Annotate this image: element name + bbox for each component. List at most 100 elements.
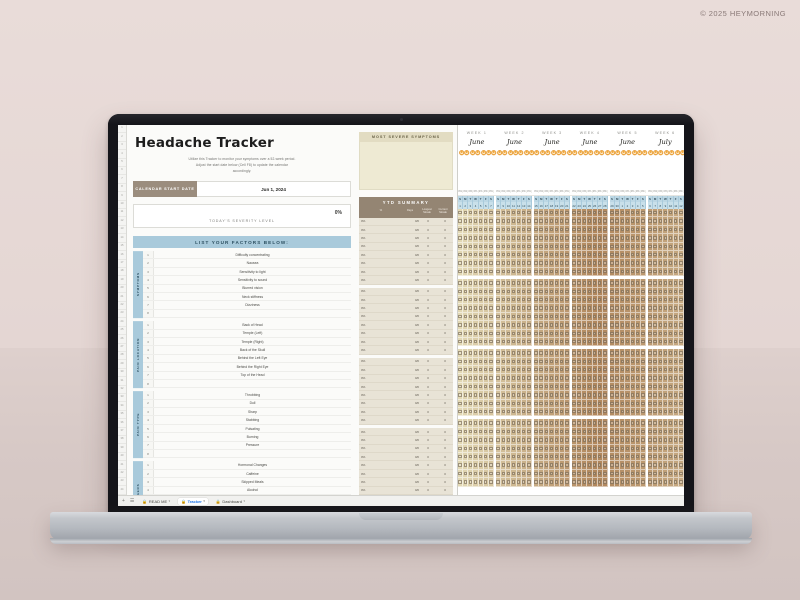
- grid-checkbox-cell[interactable]: [501, 267, 507, 277]
- checkbox-icon[interactable]: [648, 227, 652, 232]
- checkbox-icon[interactable]: [572, 339, 576, 344]
- grid-checkbox-cell[interactable]: [577, 209, 583, 218]
- checkbox-icon[interactable]: [620, 306, 624, 310]
- grid-checkbox-cell[interactable]: [478, 287, 484, 296]
- checkbox-icon[interactable]: [463, 410, 467, 414]
- checkbox-icon[interactable]: [658, 429, 662, 434]
- checkbox-icon[interactable]: [534, 331, 538, 335]
- checkbox-icon[interactable]: [506, 421, 511, 425]
- checkbox-icon[interactable]: [663, 306, 668, 310]
- checkbox-icon[interactable]: [506, 253, 511, 257]
- grid-checkbox-cell[interactable]: [640, 321, 646, 330]
- grid-checkbox-cell[interactable]: [549, 312, 555, 322]
- grid-checkbox-cell[interactable]: [544, 295, 550, 305]
- grid-checkbox-cell[interactable]: [635, 419, 641, 428]
- grid-checkbox-cell[interactable]: [521, 444, 527, 453]
- grid-checkbox-cell[interactable]: [602, 337, 608, 347]
- checkbox-icon[interactable]: [544, 410, 549, 414]
- checkbox-icon[interactable]: [478, 376, 483, 380]
- grid-checkbox-cell[interactable]: [539, 444, 545, 453]
- checkbox-icon[interactable]: [648, 455, 652, 459]
- grid-checkbox-cell[interactable]: [468, 209, 474, 218]
- checkbox-icon[interactable]: [458, 244, 462, 249]
- checkbox-icon[interactable]: [463, 306, 467, 310]
- grid-checkbox-cell[interactable]: [673, 478, 679, 487]
- checkbox-icon[interactable]: [610, 401, 614, 406]
- grid-checkbox-cell[interactable]: [539, 357, 545, 367]
- row-number[interactable]: 3: [118, 142, 126, 151]
- checkbox-icon[interactable]: [534, 269, 538, 274]
- grid-checkbox-cell[interactable]: [521, 391, 527, 400]
- grid-checkbox-cell[interactable]: [592, 295, 598, 305]
- checkbox-icon[interactable]: [582, 463, 586, 467]
- grid-checkbox-cell[interactable]: [501, 321, 507, 330]
- checkbox-icon[interactable]: [679, 306, 683, 310]
- checkbox-icon[interactable]: [630, 351, 635, 355]
- grid-checkbox-cell[interactable]: [602, 419, 608, 428]
- checkbox-icon[interactable]: [679, 410, 683, 414]
- checkbox-icon[interactable]: [473, 219, 478, 223]
- checkbox-icon[interactable]: [527, 269, 531, 274]
- checkbox-icon[interactable]: [458, 253, 462, 257]
- grid-checkbox-cell[interactable]: [678, 391, 684, 400]
- grid-checkbox-cell[interactable]: [597, 217, 603, 226]
- row-number[interactable]: 25: [118, 327, 126, 336]
- checkbox-icon[interactable]: [468, 331, 473, 335]
- checkbox-icon[interactable]: [572, 269, 576, 274]
- checkbox-icon[interactable]: [636, 331, 640, 335]
- grid-checkbox-cell[interactable]: [663, 251, 669, 260]
- grid-checkbox-cell[interactable]: [582, 419, 588, 428]
- grid-checkbox-cell[interactable]: [501, 427, 507, 437]
- checkbox-icon[interactable]: [458, 359, 462, 364]
- checkbox-icon[interactable]: [549, 471, 554, 476]
- checkbox-icon[interactable]: [679, 368, 683, 372]
- checkbox-icon[interactable]: [630, 219, 635, 223]
- checkbox-icon[interactable]: [516, 331, 521, 335]
- grid-checkbox-cell[interactable]: [668, 312, 674, 322]
- checkbox-icon[interactable]: [582, 384, 586, 389]
- grid-checkbox-cell[interactable]: [630, 304, 636, 313]
- checkbox-icon[interactable]: [496, 331, 500, 335]
- grid-checkbox-cell[interactable]: [483, 251, 489, 260]
- grid-checkbox-cell[interactable]: [488, 329, 494, 338]
- checkbox-icon[interactable]: [554, 384, 559, 389]
- grid-checkbox-cell[interactable]: [544, 267, 550, 277]
- checkbox-icon[interactable]: [658, 410, 662, 414]
- grid-checkbox-cell[interactable]: [511, 217, 517, 226]
- checkbox-icon[interactable]: [648, 463, 652, 467]
- grid-checkbox-cell[interactable]: [478, 419, 484, 428]
- checkbox-icon[interactable]: [668, 219, 673, 223]
- checkbox-icon[interactable]: [496, 393, 500, 397]
- checkbox-icon[interactable]: [478, 253, 483, 257]
- checkbox-icon[interactable]: [603, 376, 607, 380]
- grid-checkbox-cell[interactable]: [554, 259, 560, 268]
- grid-checkbox-cell[interactable]: [663, 357, 669, 367]
- checkbox-icon[interactable]: [506, 429, 511, 434]
- checkbox-icon[interactable]: [598, 314, 602, 319]
- checkbox-icon[interactable]: [560, 323, 564, 327]
- checkbox-icon[interactable]: [544, 323, 549, 327]
- checkbox-icon[interactable]: [565, 314, 569, 319]
- grid-checkbox-cell[interactable]: [559, 259, 565, 268]
- grid-checkbox-cell[interactable]: [582, 295, 588, 305]
- checkbox-icon[interactable]: [658, 306, 662, 310]
- checkbox-icon[interactable]: [572, 463, 576, 467]
- grid-checkbox-cell[interactable]: [571, 234, 578, 243]
- checkbox-icon[interactable]: [527, 306, 531, 310]
- checkbox-icon[interactable]: [473, 463, 478, 467]
- checkbox-icon[interactable]: [516, 446, 521, 450]
- grid-checkbox-cell[interactable]: [668, 478, 674, 487]
- grid-checkbox-cell[interactable]: [501, 259, 507, 268]
- checkbox-icon[interactable]: [653, 331, 657, 335]
- grid-checkbox-cell[interactable]: [582, 399, 588, 409]
- grid-checkbox-cell[interactable]: [635, 267, 641, 277]
- grid-checkbox-cell[interactable]: [506, 234, 512, 243]
- grid-checkbox-cell[interactable]: [559, 469, 565, 479]
- grid-checkbox-cell[interactable]: [501, 382, 507, 392]
- checkbox-icon[interactable]: [539, 227, 543, 232]
- checkbox-icon[interactable]: [478, 331, 483, 335]
- checkbox-icon[interactable]: [663, 446, 668, 450]
- grid-checkbox-cell[interactable]: [673, 259, 679, 268]
- checkbox-icon[interactable]: [598, 455, 602, 459]
- checkbox-icon[interactable]: [473, 339, 478, 344]
